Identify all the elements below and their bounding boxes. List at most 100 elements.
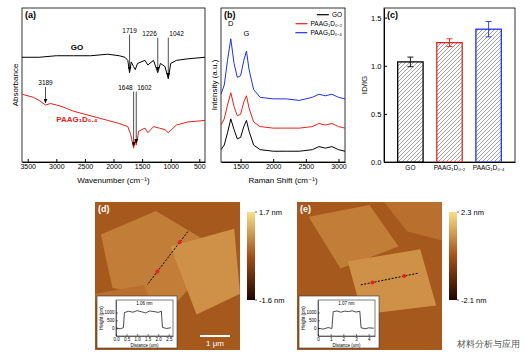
x-axis-tick-mark	[273, 159, 274, 162]
panel-label: (e)	[300, 204, 311, 214]
error-cap	[447, 38, 453, 39]
x-axis-tick: 2000	[266, 159, 282, 170]
x-axis-tick-label: 4	[368, 337, 371, 342]
y-axis-tick-label: 1.5	[371, 14, 381, 23]
x-axis-tick-mark	[343, 334, 344, 336]
annotations: 171912261042318916481602	[38, 27, 184, 147]
annotations: DG	[228, 19, 249, 37]
series-line	[22, 54, 205, 79]
x-axis-tick-label: GO	[405, 164, 415, 171]
x-axis-tick: 3500	[20, 159, 36, 170]
x-axis-tick-label: 1500	[233, 163, 249, 170]
x-axis-tick-label: 1.5	[145, 337, 152, 342]
colorbar	[449, 212, 457, 300]
series-label: PAAG₁D₀.₄	[56, 115, 97, 124]
bar	[437, 43, 462, 162]
annotation-arrow	[133, 92, 134, 147]
x-axis-title: Wavenumber (cm⁻¹)	[77, 176, 150, 185]
colorbar-tick	[255, 212, 257, 213]
x-axis-tick: 1000	[163, 159, 179, 170]
x-axis-tick-mark	[85, 159, 86, 162]
profile-marker	[402, 274, 406, 278]
y-axis-line	[384, 9, 385, 163]
series-line	[221, 39, 345, 101]
x-axis-tick: 2.0	[156, 334, 163, 342]
x-axis-tick-mark	[114, 159, 115, 162]
series-group	[22, 54, 205, 148]
error-cap	[407, 57, 413, 58]
colorbar-label: 1.7 nm	[259, 208, 282, 217]
legend-label: PAAG₁D₀.₂	[311, 20, 343, 27]
profile-line	[147, 232, 188, 285]
legend-label: GO	[332, 11, 342, 18]
inset: 0.00.51.01.52.02.505001000Distance (um)H…	[97, 296, 177, 348]
series-group	[221, 39, 345, 151]
inset-background	[299, 296, 379, 348]
annotation: 1226	[142, 30, 157, 37]
annotation: 3189	[38, 79, 53, 86]
legend-swatch	[317, 14, 329, 15]
x-axis-tick-label: 2000	[106, 163, 122, 170]
error-cap	[486, 21, 492, 22]
inset-background	[97, 296, 177, 348]
y-axis-tick: 1000	[306, 310, 320, 315]
x-axis-tick: 2000	[106, 159, 122, 170]
colorbar-tick	[457, 212, 459, 213]
y-axis-title: ID/IG	[360, 76, 369, 95]
annotation: 1042	[169, 30, 184, 37]
afm-image	[297, 202, 442, 350]
error-cap	[486, 36, 492, 37]
x-axis-tick: PAAG₁D₀.₂	[434, 164, 466, 171]
x-axis-tick-mark	[338, 159, 339, 162]
afm-flake	[170, 229, 240, 315]
figure: 350030002500200015001000500Wavenumber (c…	[0, 0, 525, 355]
profile-marker	[178, 240, 182, 244]
panel: 1500200025003000Raman Shift (cm⁻¹)Intens…	[210, 8, 347, 185]
y-axis: 05001000	[306, 301, 320, 337]
plot-frame	[384, 8, 515, 162]
x-axis-tick-label: 3000	[49, 163, 65, 170]
series-line	[116, 311, 171, 329]
y-axis-line	[116, 301, 117, 337]
x-axis-tick-mark	[158, 334, 159, 336]
x-axis-tick-label: 3	[355, 337, 358, 342]
x-axis-tick-mark	[56, 159, 57, 162]
y-axis-tick-mark	[318, 313, 320, 314]
y-axis-tick-mark	[384, 162, 387, 163]
colorbar-tick	[255, 300, 257, 301]
series-label: GO	[71, 43, 83, 52]
x-axis-tick-mark	[356, 334, 357, 336]
colorbar-label: -2.1 nm	[461, 296, 486, 305]
y-axis-tick-label: 1.0	[371, 62, 381, 71]
colorbar-tick	[457, 300, 459, 301]
annotation: 1648	[118, 84, 133, 91]
bar-group	[398, 21, 502, 162]
x-axis: 01234	[317, 334, 375, 342]
x-axis-tick-label: 3500	[20, 163, 36, 170]
x-axis-tick: 1500	[233, 159, 249, 170]
y-axis-tick: 1.0	[371, 62, 387, 71]
x-axis-tick-label: 0	[317, 337, 320, 342]
x-axis-title: Distance (um)	[130, 343, 159, 348]
y-axis: 05001000	[104, 301, 118, 337]
series-group	[116, 311, 171, 329]
y-axis-tick: 1.5	[371, 14, 387, 23]
x-axis-tick-mark	[199, 159, 200, 162]
bar	[398, 62, 423, 162]
x-axis-tick: 2	[343, 334, 346, 342]
annotation-arrow	[45, 87, 46, 103]
afm-background	[95, 202, 240, 350]
y-axis-tick: 1000	[104, 310, 118, 315]
x-axis-tick-mark	[137, 334, 138, 336]
x-axis-tick-mark	[28, 159, 29, 162]
panel: 350030002500200015001000500Wavenumber (c…	[11, 8, 206, 185]
panel: GOPAAG₁D₀.₂PAAG₁D₀.₄0.00.51.01.5ID/IG(c)	[360, 8, 516, 171]
plot-frame	[116, 300, 173, 336]
plot-frame	[22, 8, 205, 162]
x-axis-tick: GO	[405, 164, 415, 171]
scale-bar	[200, 335, 230, 337]
y-axis-tick-label: 500	[309, 318, 317, 323]
profile-line	[361, 273, 419, 285]
annotation-arrow	[129, 35, 130, 71]
legend-label: PAAG₁D₀.₄	[310, 29, 342, 36]
